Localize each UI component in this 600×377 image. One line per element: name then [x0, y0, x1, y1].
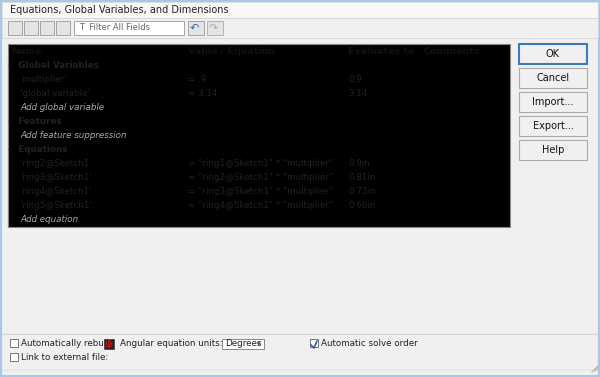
- Text: 'global variable': 'global variable': [20, 89, 90, 98]
- Bar: [8, 157, 510, 171]
- Text: Degrees: Degrees: [225, 340, 262, 348]
- Bar: [8, 44, 510, 59]
- Text: –  Global Variables: – Global Variables: [8, 61, 99, 70]
- Bar: [8, 129, 510, 143]
- Text: 0.9: 0.9: [348, 75, 362, 84]
- Bar: [519, 116, 587, 136]
- Bar: [519, 140, 587, 160]
- Text: Help: Help: [542, 145, 564, 155]
- Text: 'ring5@Sketch1': 'ring5@Sketch1': [20, 201, 92, 210]
- Text: 0.66in: 0.66in: [348, 201, 375, 210]
- Text: 'ring2@Sketch1': 'ring2@Sketch1': [20, 159, 92, 169]
- Bar: [8, 101, 510, 115]
- Bar: [207, 21, 223, 35]
- Text: = .9: = .9: [188, 75, 206, 84]
- Text: 0.73in: 0.73in: [348, 187, 376, 196]
- Text: Angular equation units:: Angular equation units:: [120, 340, 223, 348]
- Text: Automatically rebuild: Automatically rebuild: [21, 340, 115, 348]
- Bar: [2, 18, 598, 38]
- Text: Automatic solve order: Automatic solve order: [321, 340, 418, 348]
- Text: 0.81in: 0.81in: [348, 173, 376, 182]
- Bar: [188, 21, 204, 35]
- Circle shape: [106, 341, 112, 347]
- Bar: [8, 115, 510, 129]
- Text: = "ring3@Sketch1" * "multiplier": = "ring3@Sketch1" * "multiplier": [188, 187, 333, 196]
- Bar: [8, 59, 510, 73]
- Text: Value / Equation: Value / Equation: [188, 47, 275, 56]
- Bar: [8, 213, 510, 227]
- Text: = "ring1@Sketch1" * "multiplier": = "ring1@Sketch1" * "multiplier": [188, 159, 333, 169]
- Text: 3.14: 3.14: [348, 89, 367, 98]
- Bar: [8, 199, 510, 213]
- Text: Cancel: Cancel: [536, 73, 569, 83]
- Text: Add feature suppression: Add feature suppression: [20, 132, 127, 141]
- Bar: [8, 185, 510, 199]
- Text: Evaluates to: Evaluates to: [348, 47, 415, 56]
- Text: 'ring4@Sketch1': 'ring4@Sketch1': [20, 187, 92, 196]
- Text: Comments: Comments: [423, 47, 479, 56]
- Text: 'multiplier': 'multiplier': [20, 75, 67, 84]
- Bar: [519, 92, 587, 112]
- Text: = "ring2@Sketch1" * "multiplier": = "ring2@Sketch1" * "multiplier": [188, 173, 333, 182]
- Bar: [8, 171, 510, 185]
- Bar: [56, 21, 70, 35]
- Bar: [10, 339, 18, 347]
- Text: Export...: Export...: [533, 121, 574, 131]
- Bar: [519, 44, 587, 64]
- Text: –  Equations: – Equations: [8, 146, 67, 155]
- Bar: [24, 21, 38, 35]
- Text: 'ring3@Sketch1': 'ring3@Sketch1': [20, 173, 92, 182]
- Text: = 3.14: = 3.14: [188, 89, 217, 98]
- Text: OK: OK: [546, 49, 560, 59]
- Bar: [310, 339, 318, 347]
- Bar: [8, 44, 510, 227]
- Bar: [8, 21, 22, 35]
- Text: Add equation: Add equation: [20, 216, 78, 224]
- Text: Import...: Import...: [532, 97, 574, 107]
- Text: Link to external file:: Link to external file:: [21, 354, 108, 363]
- Text: ▾: ▾: [257, 341, 260, 347]
- Text: ↶: ↶: [190, 23, 199, 33]
- Text: ↷: ↷: [209, 23, 218, 33]
- Bar: [222, 339, 264, 349]
- Text: T  Filter All Fields: T Filter All Fields: [79, 23, 150, 32]
- Bar: [74, 21, 184, 35]
- Bar: [8, 73, 510, 87]
- Bar: [104, 339, 114, 349]
- Bar: [519, 68, 587, 88]
- Bar: [10, 353, 18, 361]
- Text: Equations, Global Variables, and Dimensions: Equations, Global Variables, and Dimensi…: [10, 5, 229, 15]
- Bar: [8, 143, 510, 157]
- Bar: [2, 334, 598, 370]
- Text: 0.9in: 0.9in: [348, 159, 370, 169]
- Bar: [8, 87, 510, 101]
- Text: = "ring4@Sketch1" * "multiplier": = "ring4@Sketch1" * "multiplier": [188, 201, 333, 210]
- Text: Add global variable: Add global variable: [20, 104, 104, 112]
- Text: –  Features: – Features: [8, 118, 62, 127]
- Text: Name: Name: [11, 47, 41, 56]
- Bar: [2, 2, 598, 18]
- Bar: [40, 21, 54, 35]
